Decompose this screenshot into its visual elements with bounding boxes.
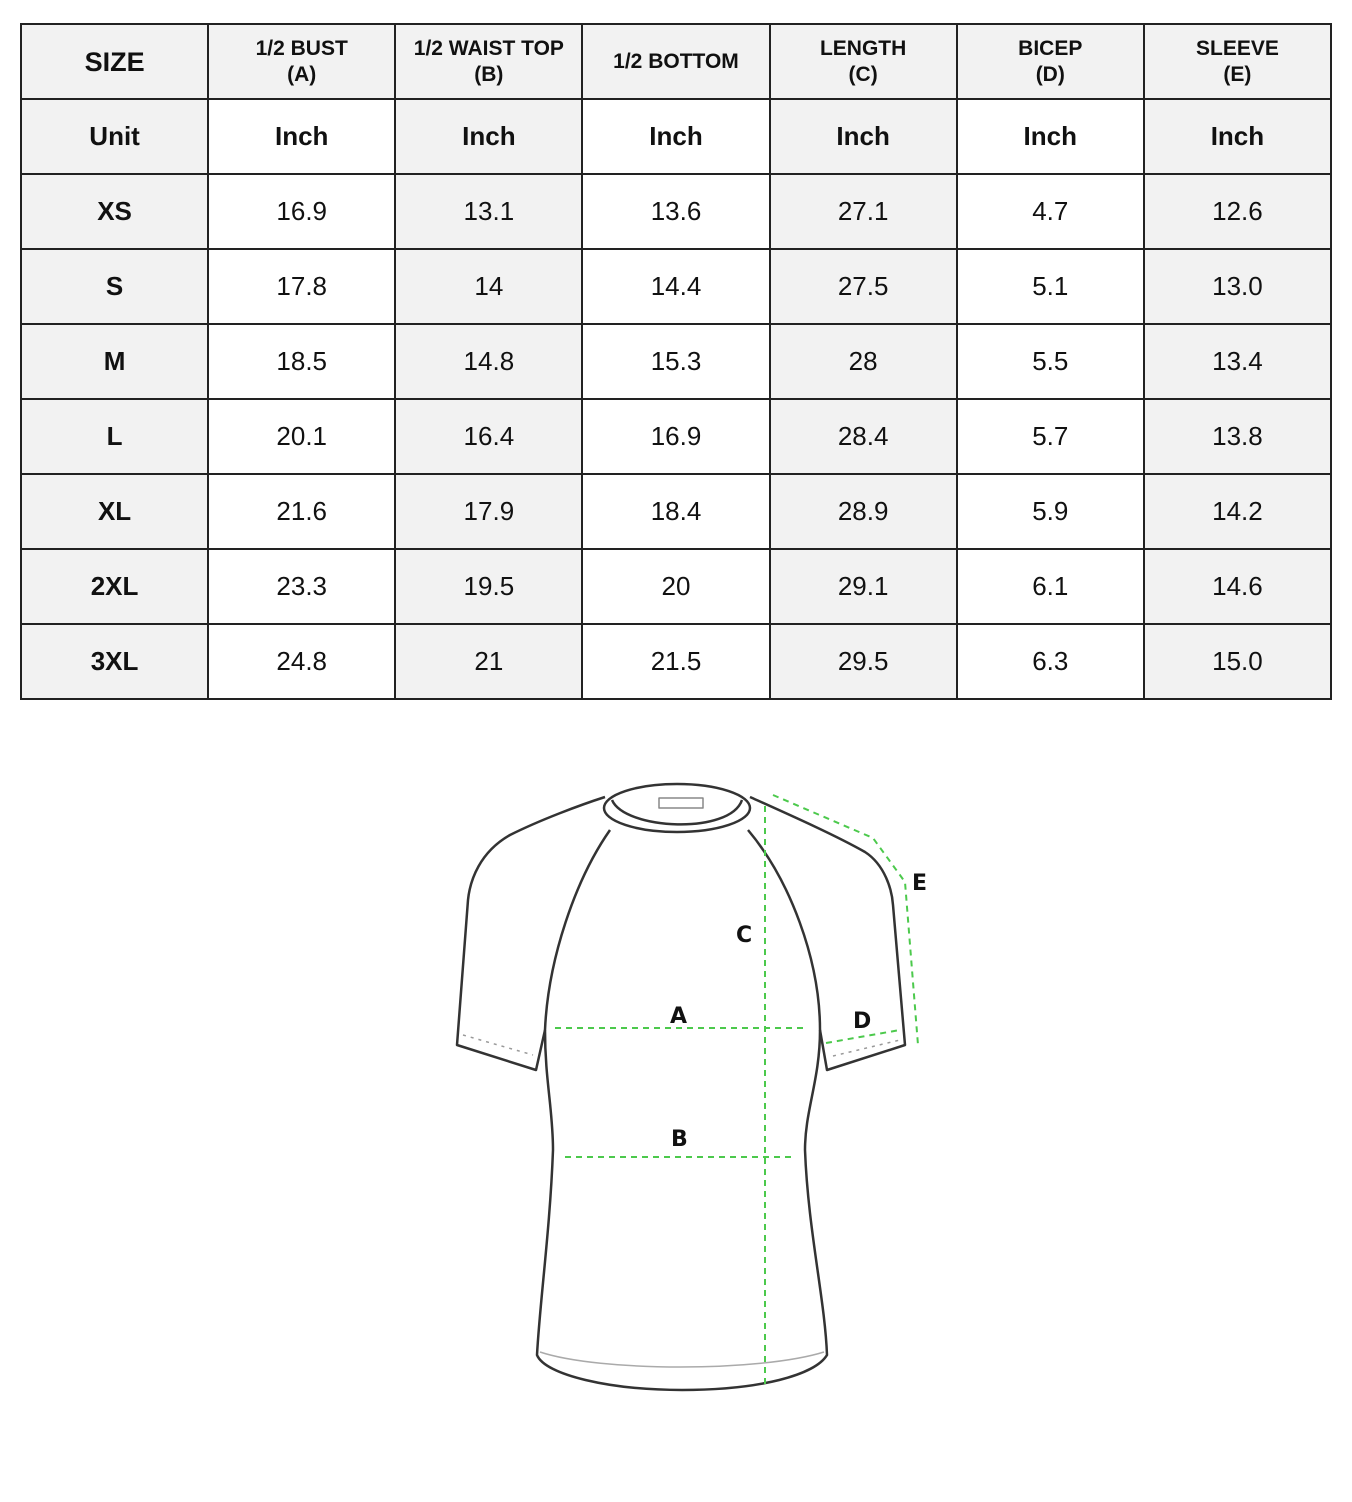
shirt-outline <box>455 782 907 1392</box>
value-cell: 16.9 <box>581 398 771 475</box>
label-c: C <box>736 923 752 948</box>
header-label: 1/2 BOTTOM <box>613 49 739 73</box>
size-cell: L <box>19 398 210 475</box>
unit-cell: Inch <box>394 98 584 175</box>
size-chart-table: SIZE 1/2 BUST (A) 1/2 WAIST TOP (B) 1/2 BOTTO… <box>19 23 1333 700</box>
value-cell: 6.3 <box>955 623 1145 700</box>
table-row: 3XL 24.8 21 21.5 29.5 6.3 15.0 <box>19 623 1333 700</box>
value-cell: 28.4 <box>768 398 958 475</box>
value-cell: 28 <box>768 323 958 400</box>
value-cell: 29.5 <box>768 623 958 700</box>
size-cell: XS <box>19 173 210 250</box>
value-cell: 13.8 <box>1142 398 1333 475</box>
value-cell: 5.9 <box>955 473 1145 550</box>
value-cell: 20.1 <box>207 398 397 475</box>
value-cell: 21 <box>394 623 584 700</box>
value-cell: 28.9 <box>768 473 958 550</box>
value-cell: 27.1 <box>768 173 958 250</box>
header-sublabel: (B) <box>474 62 504 86</box>
value-cell: 17.9 <box>394 473 584 550</box>
header-label: BICEP <box>1018 36 1083 60</box>
header-sublabel: (E) <box>1223 62 1252 86</box>
column-header: LENGTH (C) <box>768 23 958 100</box>
value-cell: 14.4 <box>581 248 771 325</box>
header-sublabel: (A) <box>287 62 317 86</box>
value-cell: 16.4 <box>394 398 584 475</box>
value-cell: 16.9 <box>207 173 397 250</box>
size-cell: 3XL <box>19 623 210 700</box>
value-cell: 5.5 <box>955 323 1145 400</box>
label-a: A <box>670 1004 687 1029</box>
size-cell: XL <box>19 473 210 550</box>
label-d: D <box>853 1009 871 1034</box>
value-cell: 19.5 <box>394 548 584 625</box>
table-row: M 18.5 14.8 15.3 28 5.5 13.4 <box>19 323 1333 400</box>
value-cell: 15.3 <box>581 323 771 400</box>
value-cell: 14 <box>394 248 584 325</box>
value-cell: 14.6 <box>1142 548 1333 625</box>
value-cell: 13.6 <box>581 173 771 250</box>
unit-cell: Inch <box>955 98 1145 175</box>
value-cell: 29.1 <box>768 548 958 625</box>
value-cell: 24.8 <box>207 623 397 700</box>
value-cell: 12.6 <box>1142 173 1333 250</box>
table-row: XL 21.6 17.9 18.4 28.9 5.9 14.2 <box>19 473 1333 550</box>
value-cell: 4.7 <box>955 173 1145 250</box>
value-cell: 5.7 <box>955 398 1145 475</box>
value-cell: 23.3 <box>207 548 397 625</box>
unit-cell: Inch <box>1142 98 1333 175</box>
label-e: E <box>912 871 927 896</box>
value-cell: 14.2 <box>1142 473 1333 550</box>
table-row: L 20.1 16.4 16.9 28.4 5.7 13.8 <box>19 398 1333 475</box>
table-row: 2XL 23.3 19.5 20 29.1 6.1 14.6 <box>19 548 1333 625</box>
header-label: 1/2 BUST <box>255 36 348 60</box>
value-cell: 5.1 <box>955 248 1145 325</box>
value-cell: 21.5 <box>581 623 771 700</box>
unit-cell: Unit <box>19 98 210 175</box>
unit-cell: Inch <box>768 98 958 175</box>
column-header: 1/2 BUST (A) <box>207 23 397 100</box>
unit-row: Unit Inch Inch Inch Inch Inch Inch <box>19 98 1333 175</box>
header-label: 1/2 WAIST TOP <box>413 36 564 60</box>
unit-cell: Inch <box>581 98 771 175</box>
label-b: B <box>671 1127 688 1152</box>
header-label: LENGTH <box>819 36 907 60</box>
column-header: SLEEVE (E) <box>1142 23 1333 100</box>
value-cell: 13.1 <box>394 173 584 250</box>
value-cell: 6.1 <box>955 548 1145 625</box>
column-header: BICEP (D) <box>955 23 1145 100</box>
column-header: SIZE <box>19 23 210 100</box>
column-header: 1/2 BOTTOM <box>581 23 771 100</box>
unit-cell: Inch <box>207 98 397 175</box>
table-row: XS 16.9 13.1 13.6 27.1 4.7 12.6 <box>19 173 1333 250</box>
value-cell: 20 <box>581 548 771 625</box>
value-cell: 14.8 <box>394 323 584 400</box>
value-cell: 21.6 <box>207 473 397 550</box>
measure-d-line <box>825 1029 901 1044</box>
value-cell: 13.0 <box>1142 248 1333 325</box>
size-cell: 2XL <box>19 548 210 625</box>
header-row: SIZE 1/2 BUST (A) 1/2 WAIST TOP (B) 1/2 BOTTO… <box>19 23 1333 100</box>
value-cell: 13.4 <box>1142 323 1333 400</box>
header-sublabel: (C) <box>848 62 878 86</box>
measurement-lines <box>555 794 919 1385</box>
size-cell: M <box>19 323 210 400</box>
value-cell: 18.5 <box>207 323 397 400</box>
header-label: SLEEVE <box>1195 36 1279 60</box>
measure-e-line <box>772 794 919 1046</box>
value-cell: 18.4 <box>581 473 771 550</box>
value-cell: 15.0 <box>1142 623 1333 700</box>
value-cell: 27.5 <box>768 248 958 325</box>
header-label: SIZE <box>84 46 145 77</box>
size-cell: S <box>19 248 210 325</box>
column-header: 1/2 WAIST TOP (B) <box>394 23 584 100</box>
header-sublabel: (D) <box>1035 62 1065 86</box>
value-cell: 17.8 <box>207 248 397 325</box>
table-row: S 17.8 14 14.4 27.5 5.1 13.0 <box>19 248 1333 325</box>
